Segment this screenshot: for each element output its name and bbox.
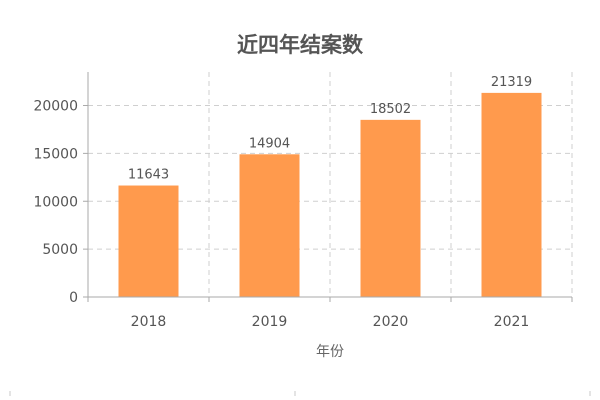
data-label-2021: 21319 (491, 75, 532, 90)
y-tick-label: 5000 (42, 242, 78, 258)
y-tick-label: 20000 (33, 99, 78, 115)
y-tick-label: 15000 (33, 146, 78, 162)
x-tick-label-2019: 2019 (252, 314, 288, 330)
data-label-2019: 14904 (249, 136, 290, 151)
x-axis-title: 年份 (316, 344, 344, 360)
bar-2018 (118, 185, 179, 297)
labels: 0 5000 10000 15000 20000 11643 2018 14904 2019 18… (33, 75, 532, 330)
bar-2021 (481, 92, 542, 297)
x-tick-label-2018: 2018 (131, 314, 167, 330)
data-label-2020: 18502 (370, 102, 411, 117)
x-tick-label-2020: 2020 (373, 314, 409, 330)
gridlines (88, 72, 573, 297)
bar-2019 (239, 154, 300, 297)
y-tick-label: 0 (69, 290, 78, 306)
x-tick-label-2021: 2021 (494, 314, 530, 330)
chart-title: 近四年结案数 (237, 33, 364, 57)
axes (83, 72, 573, 302)
bottom-edge-marks (9, 391, 591, 400)
bars (118, 92, 542, 297)
y-tick-label: 10000 (33, 194, 78, 210)
data-label-2018: 11643 (128, 168, 169, 183)
bar-2020 (360, 119, 421, 297)
